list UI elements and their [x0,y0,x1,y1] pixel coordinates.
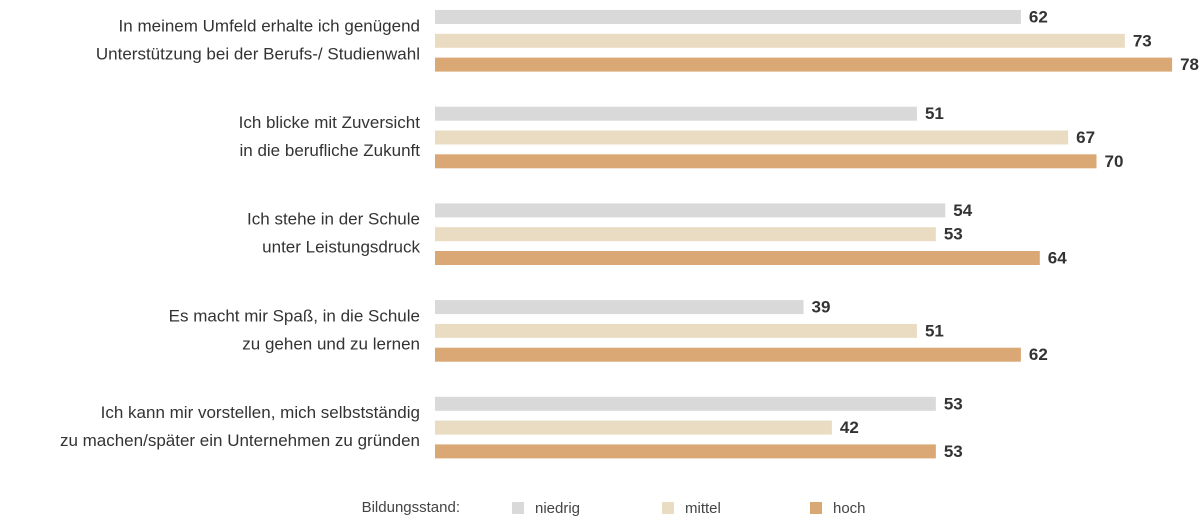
bar [435,106,917,121]
bar [435,300,804,315]
bar [435,227,936,242]
value-label: 62 [1029,7,1048,26]
bar [435,420,832,435]
legend-swatch [810,502,822,514]
category-label: unter Leistungsdruck [262,238,420,257]
value-label: 39 [812,298,831,317]
value-label: 78 [1180,55,1199,74]
bar [435,130,1069,145]
legend-label: mittel [685,500,721,517]
value-label: 53 [944,442,963,461]
bar [435,444,936,459]
value-label: 54 [953,201,972,220]
category-label: Ich blicke mit Zuversicht [239,113,421,132]
bar [435,323,917,338]
value-label: 53 [944,394,963,413]
legend-title: Bildungsstand: [362,499,460,516]
category-label: zu gehen und zu lernen [242,334,420,353]
value-label: 51 [925,321,944,340]
value-label: 70 [1105,152,1124,171]
bar [435,347,1021,362]
legend-swatch [512,502,524,514]
category-label: Unterstützung bei der Berufs-/ Studienwa… [96,44,420,63]
category-label: In meinem Umfeld erhalte ich genügend [119,16,420,35]
value-label: 51 [925,104,944,123]
category-label: Ich kann mir vorstellen, mich selbststän… [101,403,420,422]
value-label: 62 [1029,345,1048,364]
category-label: Ich stehe in der Schule [247,210,420,229]
legend-label: niedrig [535,500,580,517]
category-label: Es macht mir Spaß, in die Schule [169,306,420,325]
value-label: 64 [1048,248,1067,267]
bar [435,10,1021,24]
legend-label: hoch [833,500,866,517]
bar [435,203,946,218]
legend-swatch [662,502,674,514]
bar [435,251,1040,265]
bar [435,154,1097,169]
value-label: 73 [1133,31,1152,50]
value-label: 67 [1076,128,1095,147]
category-label: zu machen/später ein Unternehmen zu grün… [60,431,420,450]
category-label: in die berufliche Zukunft [240,141,421,160]
value-label: 42 [840,418,859,437]
bar [435,33,1125,48]
value-label: 53 [944,225,963,244]
bar [435,396,936,411]
bar [435,57,1173,72]
